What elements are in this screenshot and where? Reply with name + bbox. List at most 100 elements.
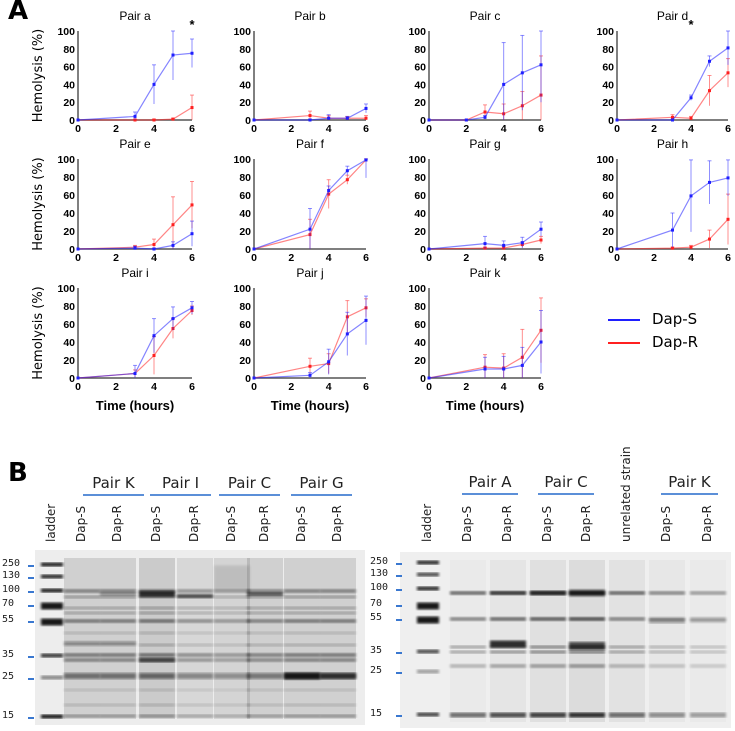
protein-band — [64, 606, 100, 610]
data-point — [615, 247, 619, 251]
y-tick-label: 20 — [414, 355, 426, 367]
protein-band — [177, 703, 213, 707]
chart-title: Pair k — [470, 266, 502, 280]
y-axis-label: Hemolysis (%) — [31, 157, 46, 250]
protein-band — [690, 664, 726, 668]
x-tick-label: 6 — [725, 123, 731, 135]
chart-pair-g: Pair g 0 20 40 60 80 100 0 2 4 6 — [408, 137, 544, 264]
protein-band — [530, 617, 566, 621]
y-tick-label: 80 — [414, 172, 426, 184]
y-tick-label: 0 — [420, 244, 426, 256]
marker-tick — [396, 619, 402, 621]
pair-underline — [462, 493, 518, 495]
x-tick-label: 0 — [75, 252, 81, 264]
y-tick-label: 100 — [57, 26, 75, 38]
protein-band — [450, 664, 486, 668]
protein-band — [649, 664, 685, 668]
protein-band — [64, 688, 100, 692]
protein-band — [100, 619, 136, 623]
data-point — [252, 247, 256, 251]
y-axis-label: Hemolysis (%) — [31, 29, 46, 122]
x-tick-label: 4 — [151, 381, 157, 393]
marker-label: 55 — [370, 612, 383, 623]
data-point — [133, 372, 137, 375]
protein-band — [177, 714, 213, 718]
protein-band — [64, 589, 100, 593]
y-tick-label: 20 — [602, 226, 614, 238]
y-tick-label: 0 — [245, 115, 251, 127]
x-tick-label: 6 — [538, 381, 544, 393]
protein-band — [530, 645, 566, 649]
protein-band — [569, 589, 605, 597]
marker-label: 70 — [370, 598, 383, 609]
protein-band — [690, 712, 726, 718]
pair-header: Pair A — [468, 473, 512, 491]
chart-pair-d: Pair d 0 20 40 60 80 100 0 2 4 6 * — [596, 9, 731, 135]
data-point — [76, 376, 80, 380]
pair-underline — [83, 494, 144, 496]
protein-band — [64, 673, 100, 679]
x-tick-label: 0 — [251, 381, 257, 393]
protein-band — [690, 650, 726, 654]
protein-band — [609, 712, 645, 718]
protein-band — [490, 650, 526, 654]
x-tick-label: 4 — [151, 252, 157, 264]
protein-band — [320, 619, 356, 623]
x-tick-label: 2 — [463, 123, 469, 135]
protein-band — [284, 658, 320, 662]
x-tick-label: 2 — [463, 252, 469, 264]
marker-label: 35 — [2, 649, 15, 660]
y-tick-label: 60 — [63, 190, 75, 202]
chart-title: Pair j — [296, 266, 323, 280]
protein-band — [100, 606, 136, 610]
lane-smear — [320, 558, 356, 719]
lane-label: Dap-S — [659, 505, 673, 542]
protein-band — [320, 606, 356, 610]
marker-tick — [396, 575, 402, 577]
lane-smear — [690, 560, 726, 722]
y-tick-label: 100 — [57, 154, 75, 166]
protein-band — [214, 673, 250, 679]
data-point — [539, 238, 543, 242]
protein-band — [609, 617, 645, 621]
marker-label: 25 — [2, 671, 15, 682]
chart-title: Pair e — [119, 137, 151, 151]
pair-underline — [291, 494, 352, 496]
data-point — [364, 116, 368, 120]
ladder-band — [417, 712, 439, 717]
data-point — [152, 82, 156, 86]
gel-background — [400, 552, 731, 728]
data-point — [689, 194, 693, 198]
marker-tick — [28, 678, 34, 680]
protein-band — [177, 589, 213, 593]
gel-image — [35, 550, 365, 725]
y-tick-label: 80 — [63, 172, 75, 184]
lane-label: ladder — [44, 503, 58, 542]
data-point — [252, 376, 256, 380]
y-tick-label: 20 — [239, 226, 251, 238]
y-tick-label: 20 — [239, 97, 251, 109]
protein-band — [450, 617, 486, 621]
data-point — [520, 363, 524, 367]
data-point — [308, 373, 312, 377]
protein-band — [320, 595, 356, 599]
pair-underline — [538, 493, 594, 495]
y-tick-label: 40 — [63, 337, 75, 349]
data-point — [190, 232, 194, 236]
protein-band — [320, 703, 356, 707]
protein-band — [609, 591, 645, 595]
marker-label: 35 — [370, 645, 383, 656]
x-tick-label: 2 — [113, 123, 119, 135]
x-tick-label: 0 — [426, 123, 432, 135]
protein-band — [247, 631, 283, 635]
marker-tick — [28, 656, 34, 658]
y-tick-label: 80 — [602, 172, 614, 184]
protein-band — [490, 591, 526, 595]
protein-band — [284, 643, 320, 647]
lane-label: Dap-R — [187, 505, 201, 542]
data-point — [364, 106, 368, 110]
y-tick-label: 80 — [602, 44, 614, 56]
marker-tick — [28, 605, 34, 607]
protein-band — [284, 606, 320, 610]
